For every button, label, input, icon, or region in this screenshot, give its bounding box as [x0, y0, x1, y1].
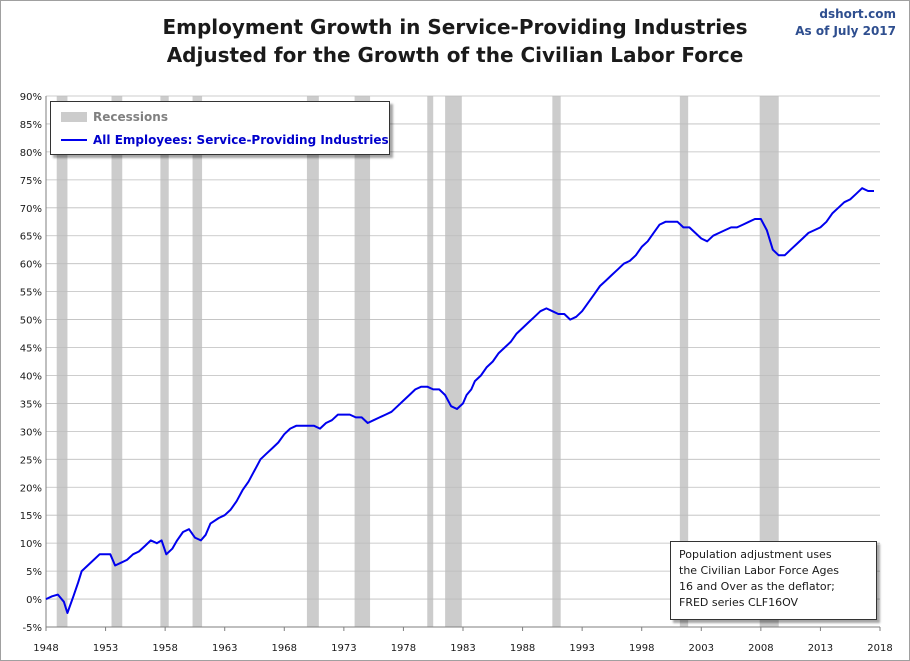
y-tick-label-2: 5% — [26, 567, 42, 578]
note-line-2: the Civilian Labor Force Ages — [679, 564, 840, 577]
legend: Recessions All Employees: Service-Provid… — [50, 101, 390, 155]
series-layer — [45, 187, 874, 614]
x-tick-label-2: 1958 — [152, 643, 177, 654]
recession-band-8 — [552, 96, 561, 627]
x-tick-label-1: 1953 — [93, 643, 118, 654]
x-tick-label-10: 1998 — [629, 643, 654, 654]
recession-band-0 — [56, 96, 68, 627]
annotation-note: Population adjustment uses the Civilian … — [670, 541, 877, 620]
title-line-2: Adjusted for the Growth of the Civilian … — [166, 43, 744, 67]
y-tick-label-10: 45% — [20, 344, 42, 355]
recession-band-6 — [427, 96, 434, 627]
y-tick-label-3: 10% — [20, 539, 42, 550]
y-tick-label-15: 70% — [20, 204, 42, 215]
y-tick-label-9: 40% — [20, 371, 42, 382]
x-tick-label-6: 1978 — [391, 643, 416, 654]
axes — [45, 96, 881, 631]
x-tick-label-0: 1948 — [33, 643, 58, 654]
x-tick-label-7: 1983 — [450, 643, 475, 654]
y-tick-label-1: 0% — [26, 595, 42, 606]
recession-band-9 — [679, 96, 689, 627]
note-line-3: 16 and Over as the deflator; — [679, 580, 835, 593]
x-tick-label-14: 2018 — [867, 643, 892, 654]
y-tick-label-0: -5% — [23, 623, 42, 634]
recession-band-1 — [111, 96, 123, 627]
y-tick-label-4: 15% — [20, 511, 42, 522]
x-tick-label-9: 1993 — [569, 643, 594, 654]
legend-item-recessions: Recessions — [61, 108, 168, 126]
x-tick-label-4: 1968 — [272, 643, 297, 654]
recession-band-3 — [192, 96, 203, 627]
y-tick-label-18: 85% — [20, 120, 42, 131]
x-tick-label-8: 1988 — [510, 643, 535, 654]
recession-band-7 — [445, 96, 462, 627]
y-tick-label-13: 60% — [20, 260, 42, 271]
x-tick-label-13: 2013 — [808, 643, 833, 654]
recession-band-10 — [759, 96, 779, 627]
title-line-1: Employment Growth in Service-Providing I… — [162, 15, 748, 39]
recession-bands — [56, 96, 779, 627]
y-tick-label-11: 50% — [20, 316, 42, 327]
y-tick-label-8: 35% — [20, 399, 42, 410]
legend-series-label: All Employees: Service-Providing Industr… — [93, 133, 389, 147]
x-tick-label-3: 1963 — [212, 643, 237, 654]
y-tick-label-12: 55% — [20, 288, 42, 299]
note-line-4: FRED series CLF16OV — [679, 596, 799, 609]
source-block: dshort.com As of July 2017 — [795, 6, 896, 40]
note-line-1: Population adjustment uses — [679, 548, 832, 561]
y-tick-label-19: 90% — [20, 92, 42, 103]
source-label: dshort.com — [819, 7, 896, 21]
y-tick-label-7: 30% — [20, 427, 42, 438]
y-tick-label-16: 75% — [20, 176, 42, 187]
x-tick-label-11: 2003 — [689, 643, 714, 654]
y-tick-label-14: 65% — [20, 232, 42, 243]
tick-labels: -5% 0% 5% 10% 15% 20% 25% 30% 35% 40% 45% 50% 55% 60%… — [20, 92, 893, 654]
recession-band-2 — [160, 96, 169, 627]
y-tick-label-17: 80% — [20, 148, 42, 159]
as-of-label: As of July 2017 — [795, 24, 896, 38]
recession-band-4 — [306, 96, 319, 627]
legend-recessions-label: Recessions — [93, 110, 168, 124]
recession-swatch — [61, 112, 87, 122]
recession-band-5 — [354, 96, 371, 627]
series-line-0 — [45, 187, 874, 614]
y-tick-label-5: 20% — [20, 483, 42, 494]
x-tick-label-12: 2008 — [748, 643, 773, 654]
y-tick-label-6: 25% — [20, 455, 42, 466]
series-swatch — [61, 139, 87, 141]
legend-item-series: All Employees: Service-Providing Industr… — [61, 131, 389, 149]
x-tick-label-5: 1973 — [331, 643, 356, 654]
